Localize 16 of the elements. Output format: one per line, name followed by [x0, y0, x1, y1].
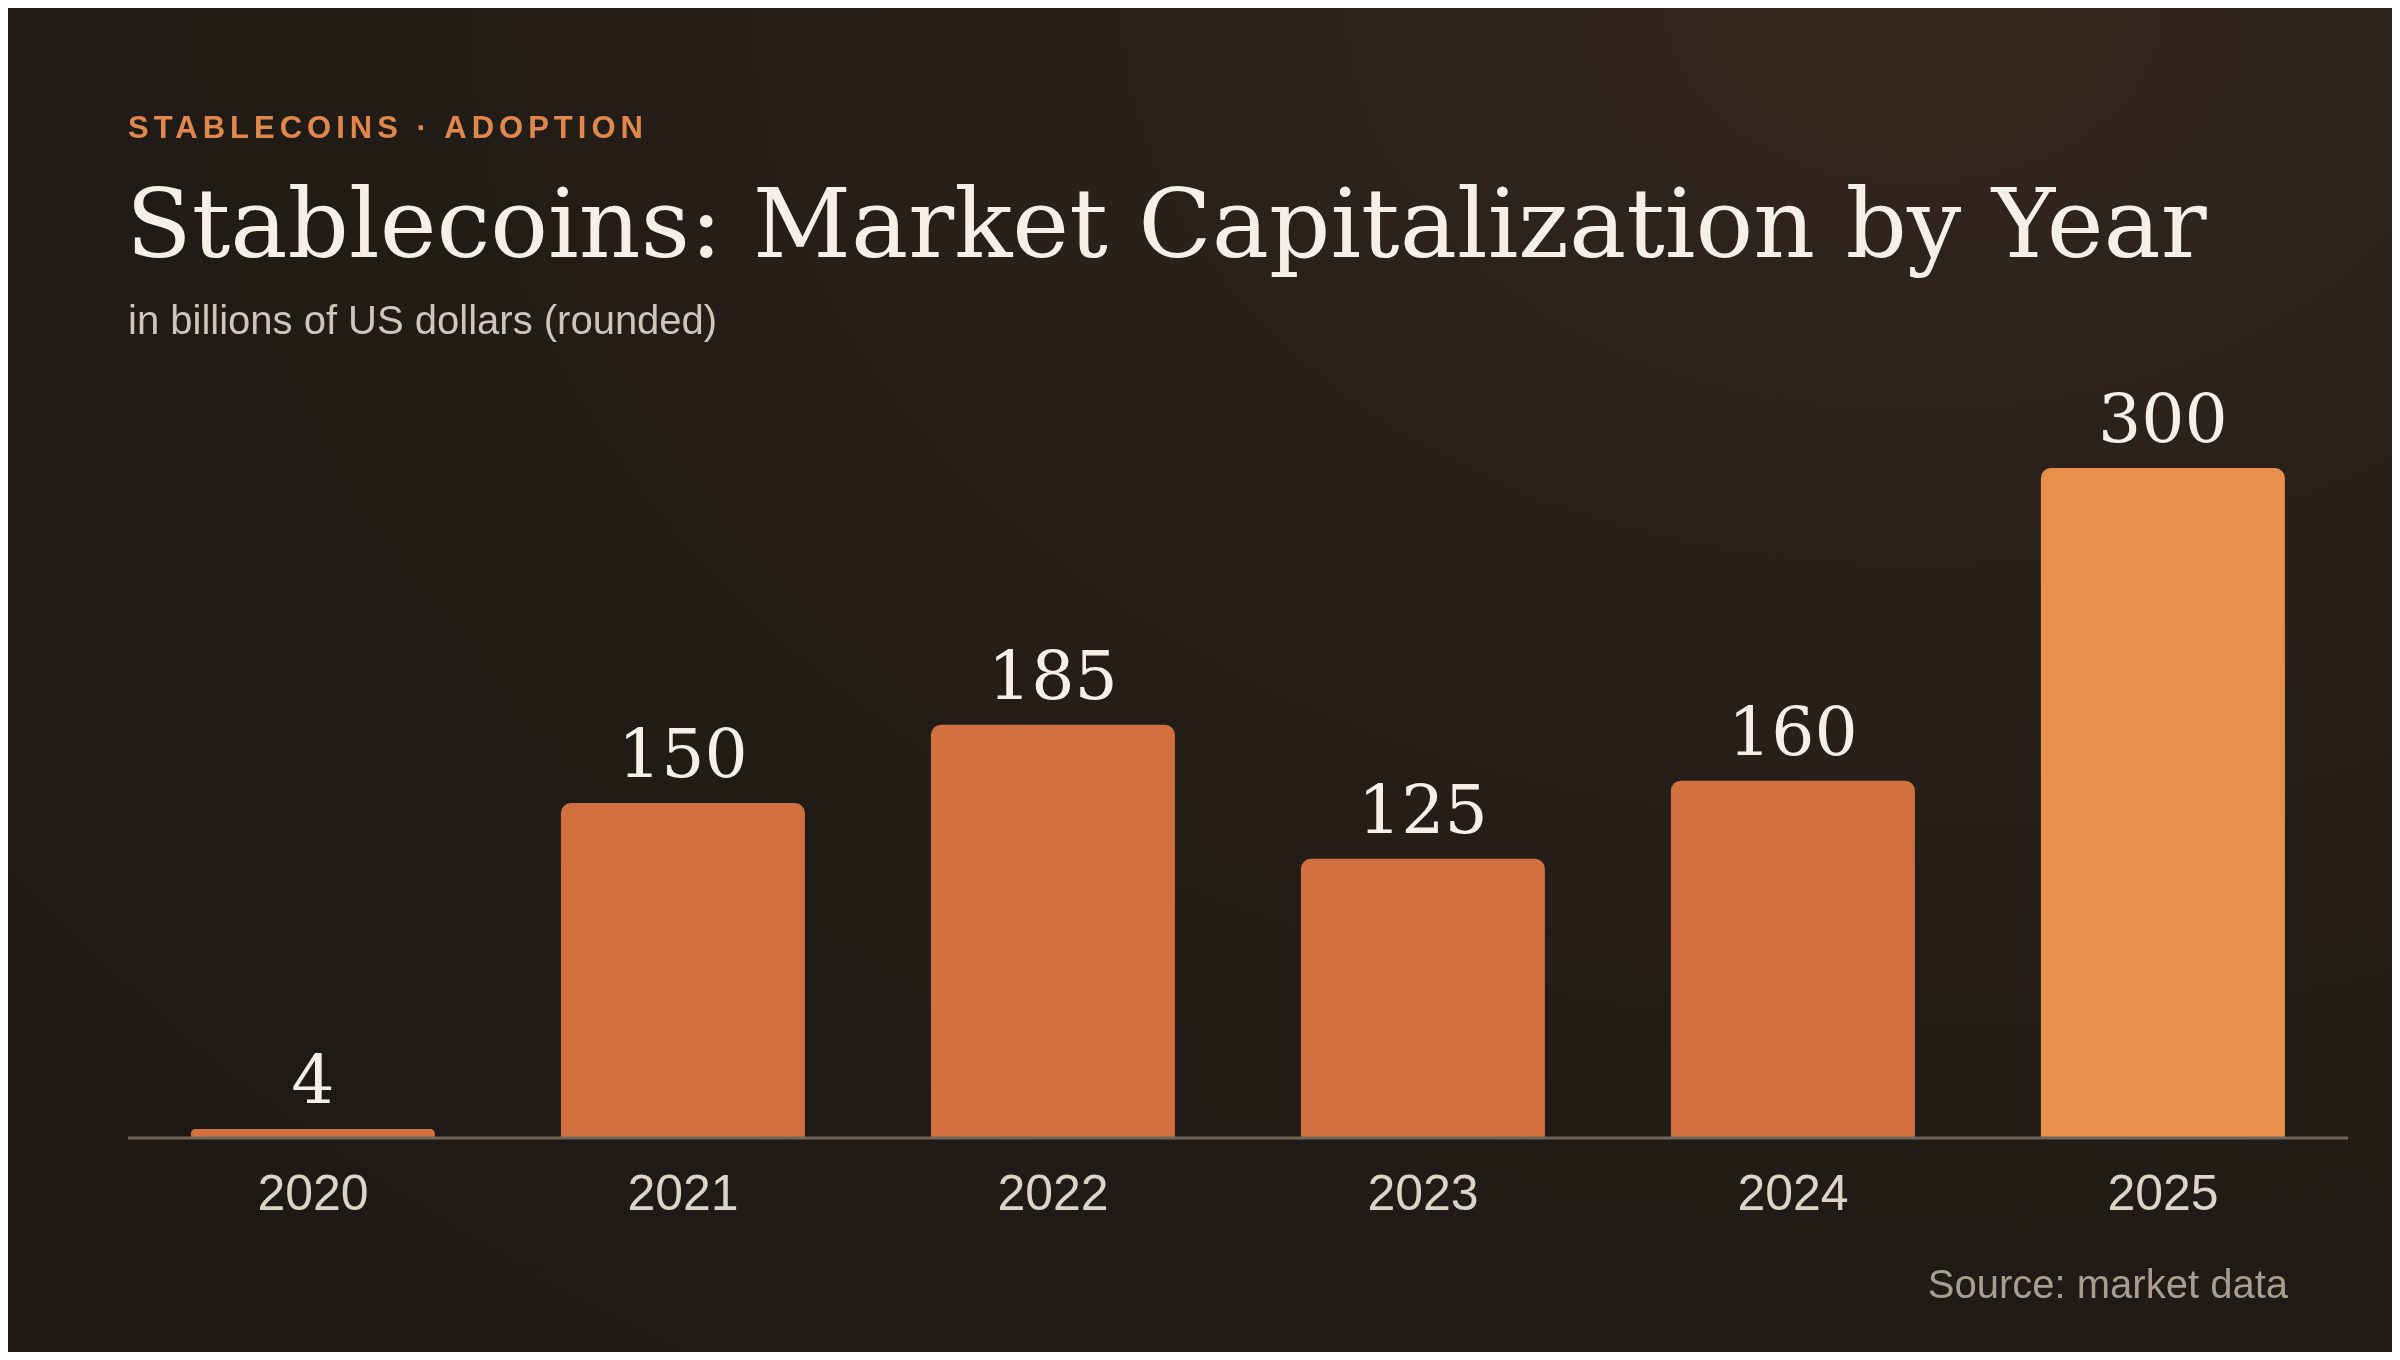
x-tick-label: 2020 — [257, 1164, 369, 1221]
chart-title: Stablecoins: Market Capitalization by Year — [126, 168, 2207, 280]
data-label: 125 — [1358, 769, 1488, 849]
x-tick-label: 2021 — [627, 1164, 739, 1221]
data-label: 300 — [2098, 379, 2228, 458]
chart-subtitle: in billions of US dollars (rounded) — [128, 298, 718, 343]
x-tick-label: 2025 — [2107, 1164, 2219, 1221]
data-label: 160 — [1728, 691, 1858, 771]
x-tick-label: 2023 — [1367, 1164, 1479, 1221]
data-label: 4 — [291, 1040, 335, 1120]
source-note: Source: market data — [1927, 1262, 2288, 1307]
x-tick-label: 2024 — [1737, 1164, 1849, 1221]
data-label: 185 — [988, 635, 1118, 715]
text: STABLECOINS · ADOPTION — [128, 110, 648, 146]
x-tick-label: 2022 — [997, 1164, 1109, 1221]
data-label: 150 — [618, 714, 748, 793]
